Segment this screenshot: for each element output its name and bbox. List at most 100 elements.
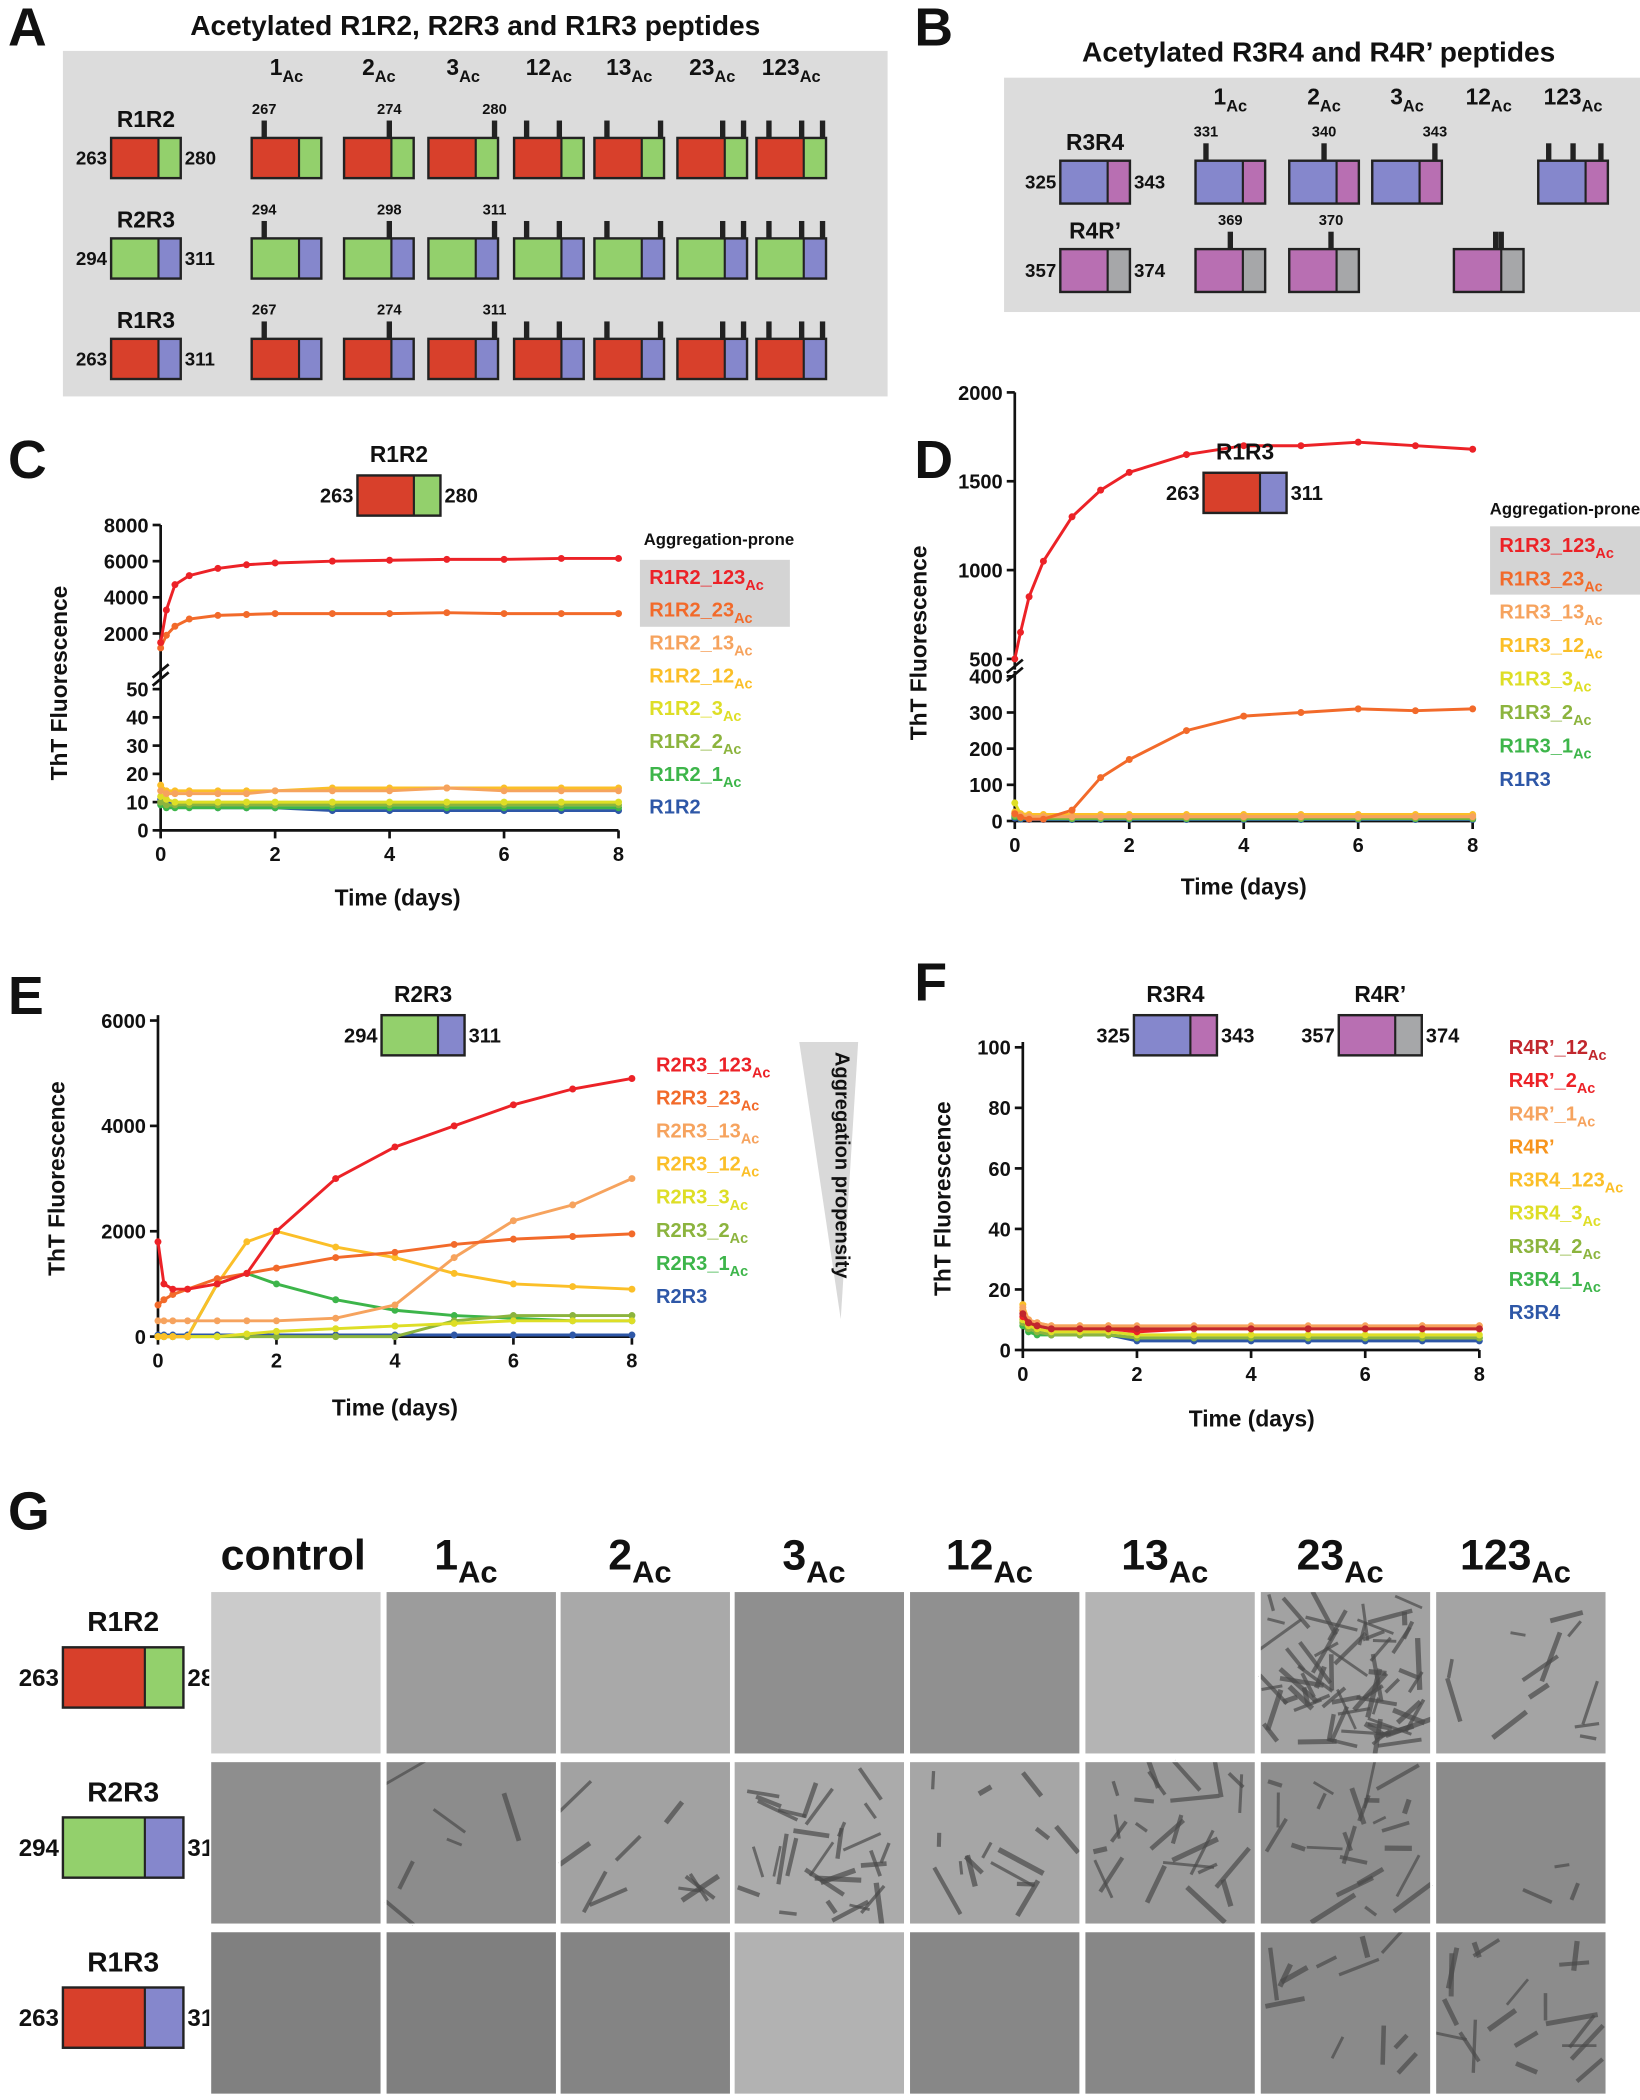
y-tick-label: 6000 [104, 552, 149, 574]
tem-fibril [1327, 1737, 1358, 1749]
tem-fibril [1579, 1734, 1597, 1741]
tem-fibril [1021, 1771, 1044, 1798]
data-point [557, 554, 565, 562]
x-axis-title: Time (days) [1181, 874, 1307, 900]
residue-number: 280 [482, 102, 507, 118]
legend-entry-subscript: Ac [1573, 680, 1591, 696]
legend-entry-subscript: Ac [723, 709, 741, 725]
data-point [213, 1275, 221, 1283]
data-point [185, 798, 193, 806]
residue-start: 263 [320, 486, 353, 508]
legend-entry-subscript: Ac [1584, 579, 1602, 595]
data-point [1247, 1331, 1255, 1339]
column-header-main: 12 [526, 54, 551, 80]
tem-column-header: 23Ac [1297, 1532, 1384, 1590]
column-header-subscript: Ac [551, 68, 572, 86]
x-tick-label: 4 [1238, 835, 1250, 857]
data-point [169, 1333, 177, 1341]
domain-box [1203, 472, 1261, 513]
tem-fibril [1146, 1760, 1161, 1789]
peptide-outline [755, 237, 828, 280]
data-point [154, 1238, 162, 1246]
data-point [628, 1175, 636, 1183]
tem-fibril [1172, 1759, 1202, 1792]
tem-fibril [1505, 1978, 1530, 2006]
tem-fibril [777, 1807, 807, 1819]
tem-fibril [1442, 1998, 1460, 2027]
data-point [272, 1333, 280, 1341]
tem-fibril [1278, 1667, 1319, 1704]
legend-entry: R1R3_2Ac [1499, 702, 1591, 729]
row-label: R2R3 [117, 207, 175, 233]
data-point [154, 1333, 162, 1341]
domain-box [1585, 160, 1608, 204]
peptide-outline [676, 337, 749, 381]
tem-fibril [1113, 1814, 1121, 1839]
data-point [1183, 451, 1190, 459]
data-point [157, 787, 165, 795]
residue-end: 311 [469, 1025, 501, 1047]
tem-image [385, 1591, 557, 1755]
legend-entry-main: R3R4_3 [1509, 1203, 1583, 1225]
legend-entry: R2R3_23Ac [656, 1088, 759, 1115]
y-axis-title: ThT Fluorescence [43, 1081, 69, 1276]
tem-fibril [1331, 1694, 1362, 1705]
data-point [243, 561, 250, 569]
tem-fibril [1372, 1639, 1397, 1643]
legend-entry-subscript: Ac [745, 578, 763, 594]
domain-box [1195, 160, 1243, 204]
peptide-outline [512, 136, 585, 180]
legend-entry-subscript: Ac [1584, 646, 1602, 662]
legend-entry: R1R3 [1499, 769, 1550, 791]
tem-fibril [751, 1846, 765, 1878]
tem-fibril [1279, 1676, 1325, 1688]
tem-column-header-subscript: Ac [806, 1554, 845, 1589]
tem-fibril [582, 1870, 608, 1914]
column-header-subscript: Ac [1491, 97, 1512, 115]
y-tick-label: 100 [977, 1038, 1010, 1060]
legend-entry-subscript: Ac [741, 1099, 759, 1115]
domain-box [299, 238, 322, 279]
x-tick-label: 6 [508, 1350, 519, 1372]
domain-box [299, 338, 322, 380]
peptide-outline [109, 337, 182, 381]
data-point [169, 1290, 177, 1298]
data-point [213, 1333, 221, 1341]
tem-image [733, 1931, 906, 2095]
legend-entry-main: R1R2_1 [649, 764, 723, 786]
data-point [1418, 1325, 1426, 1333]
x-tick-label: 4 [389, 1350, 401, 1372]
tem-fibril [1310, 1590, 1338, 1636]
domain-box [1453, 249, 1502, 292]
legend-entry: R3R4_1Ac [1509, 1269, 1601, 1296]
data-point [243, 611, 250, 618]
legend-entry-main: R2R3 [656, 1286, 707, 1308]
data-point [271, 798, 279, 806]
tem-fibril [1258, 1673, 1289, 1706]
data-point [509, 1331, 517, 1339]
column-header: 23Ac [689, 54, 735, 86]
peptide-outline [342, 337, 415, 381]
data-point [157, 639, 165, 647]
data-point [500, 610, 508, 618]
tem-fibril [1395, 1699, 1423, 1725]
legend-entry-subscript: Ac [1573, 713, 1591, 729]
legend-entry-subscript: Ac [1573, 747, 1591, 763]
tem-fibril [1338, 1957, 1380, 1977]
data-point [1304, 1331, 1312, 1339]
tem-fibril [1149, 1818, 1186, 1851]
column-header-subscript: Ac [631, 68, 652, 86]
residue-number: 294 [252, 202, 277, 218]
data-point [213, 1280, 221, 1288]
data-point [171, 581, 179, 589]
data-point [1047, 1325, 1055, 1333]
y-tick-label: 6000 [101, 1011, 146, 1033]
tem-fibril [755, 1794, 782, 1809]
data-point [569, 1331, 577, 1339]
data-point [1125, 813, 1133, 821]
column-header: 123Ac [762, 54, 821, 86]
legend-entry: R2R3_2Ac [656, 1220, 748, 1247]
residue-start: 294 [76, 248, 108, 269]
tem-fibril [831, 1899, 870, 1923]
domain-box [803, 338, 827, 380]
